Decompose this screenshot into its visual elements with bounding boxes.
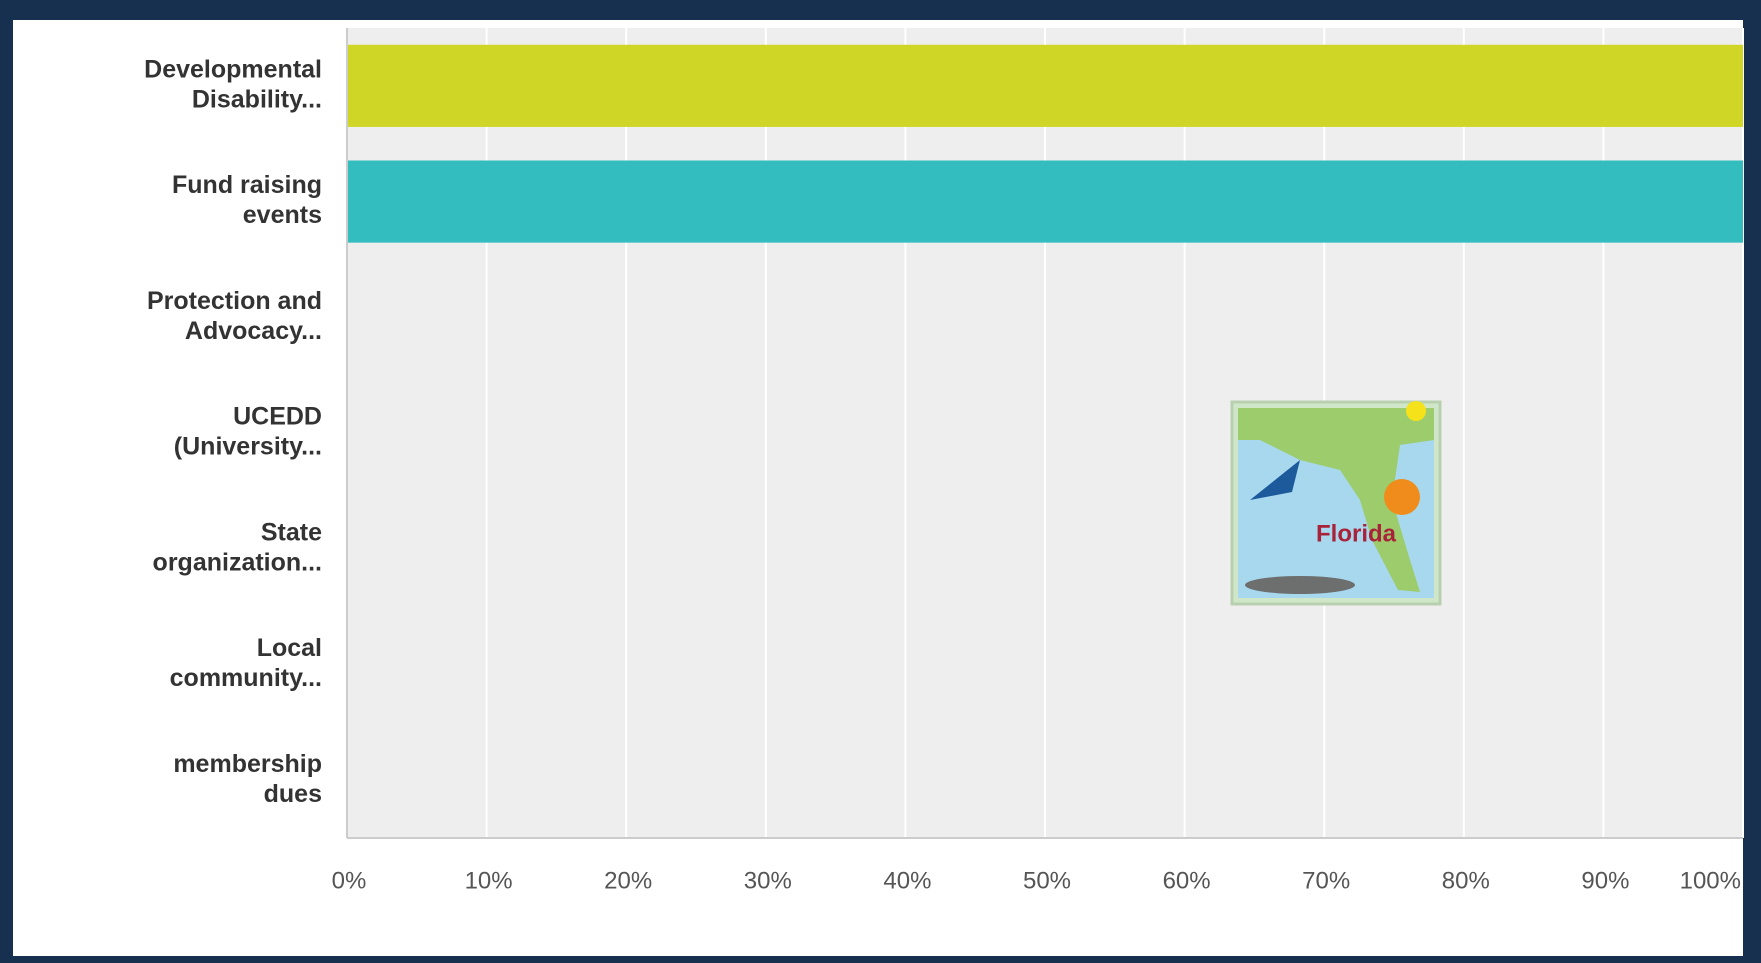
x-tick-label: 10% (465, 867, 513, 894)
bar (347, 160, 1743, 243)
x-tick-label: 100% (1680, 867, 1741, 894)
x-tick-label: 30% (744, 867, 792, 894)
x-tick-label: 90% (1581, 867, 1629, 894)
y-tick-label: Disability... (192, 85, 322, 113)
x-tick-label: 80% (1442, 867, 1490, 894)
florida-image: Florida (1230, 400, 1442, 606)
y-tick-label: Developmental (144, 55, 322, 83)
image-caption: Florida (1316, 520, 1397, 547)
y-tick-label: (University... (174, 433, 322, 461)
y-tick-label: membership (173, 750, 322, 778)
y-tick-label: Fund raising (172, 171, 322, 199)
x-tick-label: 70% (1302, 867, 1350, 894)
y-tick-label: dues (264, 780, 322, 808)
x-tick-label: 40% (883, 867, 931, 894)
state-shape (1238, 408, 1434, 592)
y-tick-label: State (261, 518, 322, 546)
orange (1384, 479, 1420, 515)
x-tick-label: 20% (604, 867, 652, 894)
y-tick-label: community... (170, 664, 322, 692)
y-tick-label: events (243, 201, 322, 229)
y-tick-label: UCEDD (233, 403, 322, 431)
y-tick-label: Local (257, 634, 322, 662)
y-tick-label: organization... (153, 548, 322, 576)
bar (347, 44, 1743, 127)
x-tick-label: 60% (1163, 867, 1211, 894)
bars (347, 44, 1743, 243)
y-tick-label: Protection and (147, 287, 322, 315)
x-tick-label: 0% (332, 867, 367, 894)
x-tick-label: 50% (1023, 867, 1071, 894)
sun (1406, 401, 1426, 421)
alligator (1245, 576, 1355, 594)
y-tick-label: Advocacy... (185, 317, 322, 345)
fish (1250, 460, 1300, 500)
